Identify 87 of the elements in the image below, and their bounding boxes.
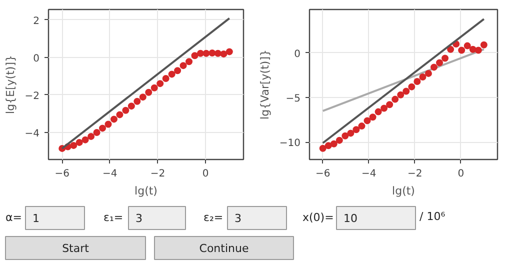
point <box>330 140 338 148</box>
point <box>458 46 466 54</box>
y-tick-label: 0 <box>294 48 301 60</box>
point <box>174 67 182 74</box>
point <box>145 88 152 96</box>
y-tick-label: −4 <box>24 128 40 140</box>
point <box>469 46 476 53</box>
point <box>76 138 83 146</box>
text: Start <box>62 242 90 255</box>
point <box>364 117 371 124</box>
point <box>202 50 210 57</box>
x-axis-title: lg(t) <box>134 184 158 198</box>
point <box>402 88 410 95</box>
x-tick-label: −2 <box>408 168 422 180</box>
point <box>214 50 222 57</box>
y-axis-title: lg{E[y(t)]} <box>4 55 17 114</box>
point <box>110 116 118 123</box>
y-axis-title: lg{Var[y(t)]} <box>258 50 272 120</box>
point <box>93 129 100 136</box>
x-tick-label: −4 <box>102 168 118 180</box>
text: Continue <box>199 242 249 255</box>
text: α= <box>6 211 22 224</box>
point <box>408 83 416 90</box>
point <box>128 102 135 110</box>
point <box>196 50 204 57</box>
x-tick-label: −6 <box>315 168 330 180</box>
x-tick-label: 0 <box>458 168 464 180</box>
point <box>104 120 112 128</box>
point <box>319 144 326 152</box>
point <box>99 124 106 132</box>
point <box>347 130 354 137</box>
point <box>156 80 164 88</box>
text: / 10⁶ <box>420 210 446 223</box>
point <box>374 108 382 116</box>
point <box>392 96 399 103</box>
y-tick-label: 2 <box>33 16 40 27</box>
point <box>380 104 388 112</box>
text: x(0)= <box>302 211 334 224</box>
point <box>369 114 376 121</box>
x-tick-label: −6 <box>54 168 70 180</box>
point <box>134 98 141 105</box>
x-axis-title: lg(t) <box>392 184 415 198</box>
point <box>150 84 158 92</box>
y-tick-label: −10 <box>279 138 301 150</box>
point <box>474 46 482 54</box>
point <box>162 75 170 82</box>
point <box>414 78 421 85</box>
y-tick-label: 0 <box>33 53 40 64</box>
point <box>70 142 78 149</box>
x-tick-label: −4 <box>362 168 376 180</box>
point <box>447 46 454 53</box>
x-tick-label: −2 <box>150 168 166 180</box>
point <box>324 142 332 150</box>
point <box>139 94 146 101</box>
text: ε₂= <box>204 211 224 224</box>
point <box>480 41 488 48</box>
text: 1 <box>32 212 40 225</box>
point <box>82 136 89 144</box>
point <box>424 70 432 77</box>
point <box>168 70 176 78</box>
point <box>436 59 444 66</box>
text: 3 <box>136 212 142 225</box>
point <box>226 48 233 56</box>
text: ε₁= <box>104 211 124 224</box>
point <box>186 58 193 66</box>
point <box>430 64 438 71</box>
x-tick-label: 0 <box>202 168 209 180</box>
point <box>122 106 130 114</box>
point <box>336 136 343 144</box>
point <box>208 50 216 56</box>
text: 3 <box>234 212 242 225</box>
point <box>116 111 124 118</box>
point <box>342 132 349 140</box>
point <box>386 101 394 108</box>
text: 10 <box>344 212 358 225</box>
point <box>419 74 426 81</box>
point <box>397 91 404 98</box>
y-tick-label: −2 <box>24 90 40 102</box>
point <box>358 122 366 130</box>
point <box>464 42 471 50</box>
point <box>352 126 360 134</box>
y-tick-label: −5 <box>286 94 301 105</box>
point <box>191 52 198 60</box>
point <box>180 62 187 70</box>
point <box>220 50 228 58</box>
point <box>88 132 95 140</box>
point <box>442 54 449 62</box>
